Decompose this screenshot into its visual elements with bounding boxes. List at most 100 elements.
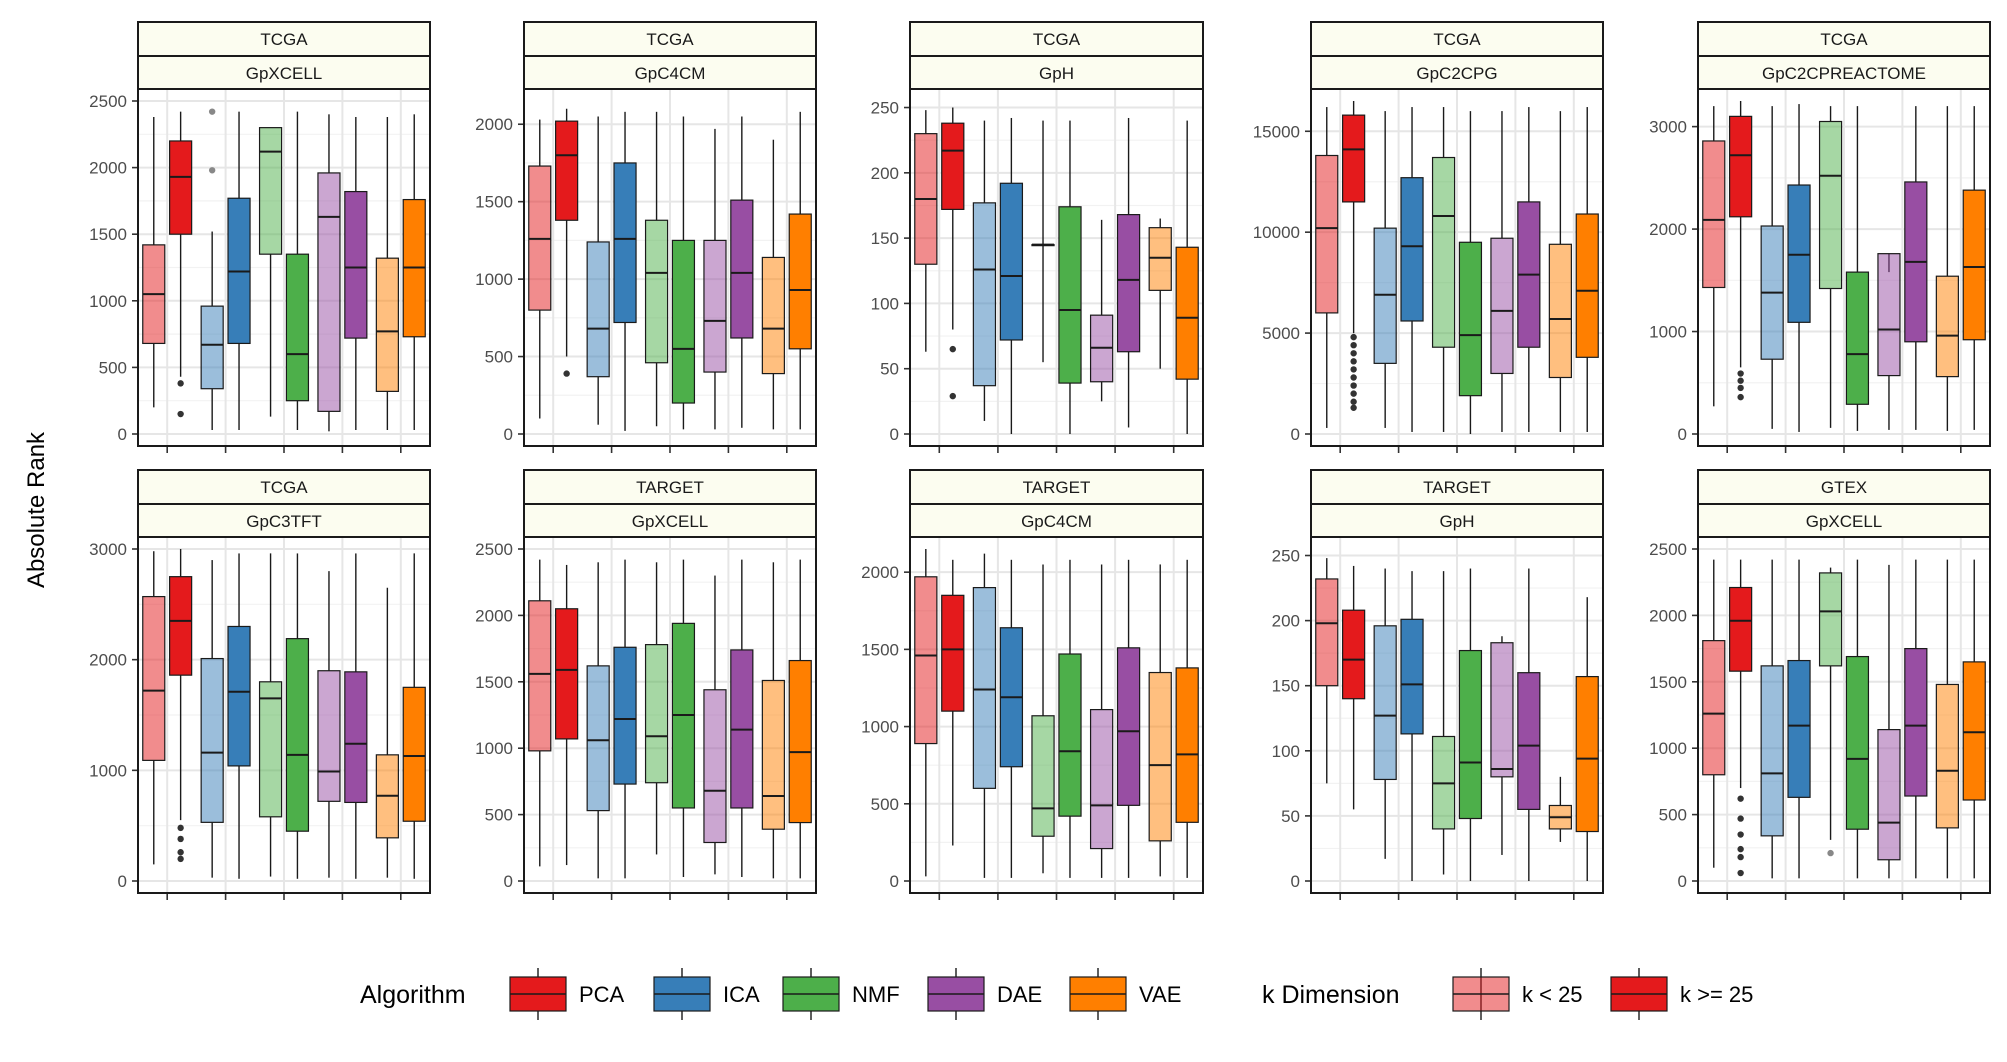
panel-border — [1697, 88, 1991, 447]
strip-geneset-label: GpXCELL — [1806, 512, 1883, 531]
y-tick-label: 150 — [1272, 677, 1300, 696]
outlier-point — [177, 835, 184, 843]
box-body — [555, 608, 579, 740]
box-vae-k-high — [788, 559, 812, 879]
box-ica-k-high — [227, 553, 251, 879]
box-nmf-k-low — [644, 111, 669, 427]
box-vae-k-low — [375, 587, 399, 878]
box-body — [555, 120, 579, 221]
outlier-point — [177, 380, 184, 387]
facet-panel: TCGA GpC3TFT 0 1000 2000 3000 — [89, 469, 431, 900]
y-tick-label: 0 — [118, 872, 127, 891]
box-dae-k-low — [1089, 564, 1114, 878]
strip-geneset-label: GpC4CM — [635, 64, 706, 83]
box-pca-k-high — [1342, 101, 1366, 411]
y-tick-label: 1000 — [89, 761, 127, 780]
box-body — [1517, 672, 1541, 810]
y-tick-label: 0 — [1291, 425, 1300, 444]
strip-dataset — [137, 21, 431, 57]
box-dae-k-low — [1089, 219, 1114, 402]
box-ica-k-high — [1400, 571, 1424, 881]
box-body — [344, 190, 368, 339]
box-body — [730, 199, 754, 339]
facet-panel: TCGA GpC4CM 0 500 1000 1500 2000 — [475, 21, 817, 453]
box-body — [169, 140, 193, 235]
y-tick-label: 200 — [1272, 612, 1300, 631]
box-nmf-k-high — [1458, 111, 1483, 434]
box-ica-k-low — [200, 108, 224, 431]
box-ica-k-low — [1760, 559, 1784, 879]
box-pca-k-low — [914, 110, 938, 352]
box-nmf-k-high — [1845, 559, 1870, 879]
box-pca-k-high — [169, 111, 193, 418]
y-tick-label: 1000 — [1649, 739, 1687, 758]
facet-panel: GTEX GpXCELL 0 500 1000 1500 2000 2500 — [1649, 469, 1991, 900]
box-pca-k-low — [142, 116, 166, 408]
box-nmf-k-high — [1058, 559, 1082, 878]
y-tick-label: 500 — [1659, 806, 1687, 825]
outlier-point — [949, 345, 956, 353]
box-dae-k-low — [1490, 636, 1514, 855]
box-body — [285, 253, 310, 402]
box-body — [1729, 586, 1753, 672]
box-body — [1818, 120, 1843, 290]
outlier-point — [1350, 350, 1357, 357]
box-body — [1702, 640, 1726, 776]
panel-border — [1310, 536, 1604, 894]
y-tick-label: 10000 — [1253, 223, 1300, 242]
outlier-point — [1737, 845, 1744, 853]
y-tick-label: 0 — [890, 872, 899, 891]
legend-algorithm-title: Algorithm — [360, 981, 466, 1009]
box-body — [1315, 578, 1339, 687]
box-body — [1548, 243, 1572, 379]
y-tick-label: 1500 — [89, 225, 127, 244]
outlier-point — [1737, 393, 1744, 401]
box-body — [285, 638, 310, 832]
outlier-point — [1827, 849, 1834, 857]
strip-dataset-label: TCGA — [1433, 30, 1481, 49]
box-vae-k-high — [788, 111, 812, 430]
box-body — [1373, 625, 1397, 781]
box-body — [258, 127, 283, 255]
y-tick-label: 100 — [871, 294, 899, 313]
box-body — [644, 219, 669, 364]
box-body — [1058, 653, 1082, 817]
panel-border — [523, 536, 817, 894]
box-body — [788, 213, 812, 350]
strip-geneset — [137, 503, 431, 539]
box-body — [1089, 708, 1114, 850]
box-vae-k-high — [1175, 120, 1199, 434]
box-body — [1058, 206, 1082, 384]
outlier-point — [1350, 382, 1357, 389]
box-vae-k-low — [1935, 106, 1959, 431]
y-tick-label: 0 — [504, 872, 513, 891]
y-tick-label: 1000 — [89, 292, 127, 311]
strip-geneset-label: GpC2CPREACTOME — [1762, 64, 1926, 83]
panel-border — [909, 536, 1204, 894]
box-nmf-k-low — [1818, 567, 1843, 857]
strip-dataset — [909, 21, 1204, 57]
legend-kdim-title: k Dimension — [1262, 981, 1400, 1009]
box-body — [1400, 177, 1424, 322]
box-pca-k-high — [555, 108, 579, 377]
box-body — [613, 162, 637, 324]
box-dae-k-high — [344, 116, 368, 431]
panel-border — [1310, 88, 1604, 447]
box-nmf-k-high — [671, 116, 696, 430]
box-ica-k-low — [200, 560, 224, 878]
y-tick-label: 1500 — [1649, 673, 1687, 692]
box-body — [1845, 655, 1870, 830]
box-nmf-k-low — [1431, 571, 1456, 875]
outlier-point — [177, 849, 184, 856]
y-tick-label: 2500 — [89, 92, 127, 111]
y-tick-label: 50 — [880, 360, 899, 379]
box-body — [1116, 214, 1141, 353]
legend-label-nmf: NMF — [852, 982, 900, 1007]
strip-geneset — [1310, 503, 1604, 539]
box-nmf-k-low — [258, 127, 283, 417]
box-pca-k-high — [169, 549, 193, 863]
box-pca-k-low — [1702, 106, 1726, 407]
outlier-point — [1737, 853, 1744, 861]
y-tick-label: 1000 — [1649, 323, 1687, 342]
